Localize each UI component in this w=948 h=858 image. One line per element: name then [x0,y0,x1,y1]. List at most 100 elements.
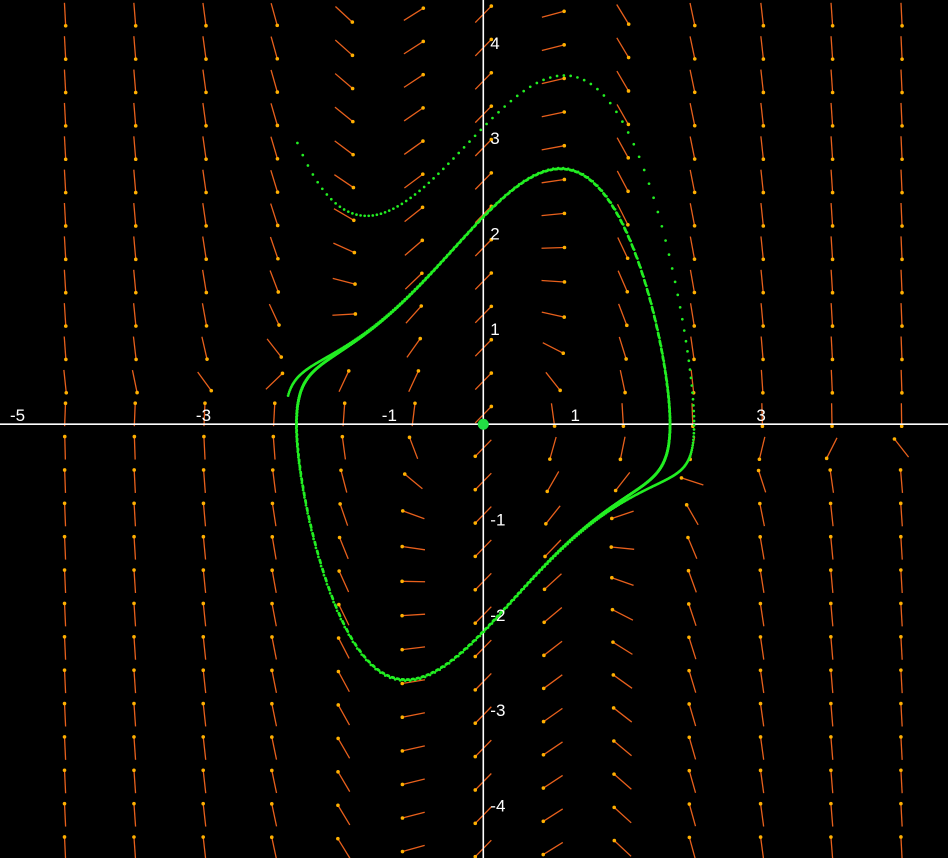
field-arrow-head [275,156,280,161]
field-arrow-head [489,104,494,108]
field-arrow-head [761,124,766,128]
field-arrow-head [611,640,615,644]
field-arrow [339,468,348,493]
field-arrow-head [610,607,615,612]
field-arrow [270,701,278,727]
trajectory-point [314,546,318,550]
trajectory-point [527,580,530,584]
field-arrow [541,808,564,824]
field-arrow-head [340,434,345,439]
field-arrow-shaft [411,403,416,427]
trajectory-point [562,544,566,548]
field-arrow-shaft [133,403,136,427]
field-arrow-shaft [133,603,137,627]
field-arrow [332,277,357,286]
trajectory-point [497,200,500,204]
field-arrow-head [269,802,274,806]
field-arrow-head [626,55,631,60]
trajectory-point [667,438,671,442]
field-arrow-shaft [759,670,765,694]
field-arrow-head [824,456,829,461]
field-arrow-head [132,468,136,472]
field-arrow-shaft [63,2,67,26]
trajectory-point [664,239,667,242]
field-arrow [618,436,626,462]
field-arrow-head [280,371,285,376]
trajectory-point [488,209,492,212]
trajectory-point [328,591,332,595]
field-arrow [828,501,834,527]
field-arrow-head [421,6,426,10]
field-arrow-shaft [133,503,137,527]
trajectory-point [342,208,346,211]
field-arrow-head [758,801,763,806]
field-arrow [616,4,631,26]
trajectory-point [586,523,589,527]
trajectory-point [621,223,625,226]
field-arrow-head [337,602,341,607]
field-arrow-head [270,468,275,472]
trajectory-point [667,404,671,407]
trajectory-point [304,503,308,507]
x-tick-label: -5 [10,406,25,425]
field-arrow [133,269,138,295]
field-arrow-shaft [688,670,697,693]
field-arrow-shaft [270,36,278,59]
trajectory-point [666,448,669,452]
field-arrow-head [829,701,833,706]
field-arrow-head [135,390,139,395]
field-arrow [266,338,284,359]
field-arrow-head [761,257,766,262]
field-arrow [541,143,567,151]
trajectory-point [402,299,406,303]
field-arrow-head [489,371,494,375]
field-arrow [132,701,137,727]
field-arrow-shaft [688,637,697,660]
field-arrow-head [562,143,567,148]
field-arrow-shaft [760,136,764,160]
field-arrow-shaft [830,603,834,627]
field-arrow-head [692,290,697,295]
trajectory-point [541,565,545,569]
field-arrow-head [544,522,548,526]
field-arrow-head [761,57,766,61]
field-arrow-shaft [542,841,564,856]
trajectory-point [306,512,309,515]
field-arrow-head [346,369,351,373]
field-arrow-head [132,835,136,839]
field-arrow-shaft [830,570,834,594]
trajectory-point [658,339,662,343]
trajectory-point [457,151,461,155]
field-arrow-head [562,245,567,250]
field-arrow-head [756,468,761,473]
field-arrow-head [489,171,494,175]
field-arrow [829,635,834,660]
field-arrow [900,2,904,28]
field-arrow [758,801,765,827]
field-arrow-shaft [202,2,207,26]
field-arrow [133,401,138,427]
field-arrow [830,69,835,95]
field-arrow-shaft [759,536,765,560]
field-arrow-head [473,621,478,625]
field-arrow-head [275,123,280,128]
field-arrow-shaft [271,636,278,660]
field-arrow [400,646,426,652]
field-arrow-head [205,357,209,361]
field-arrow-head [275,23,280,28]
field-arrow [830,336,835,362]
trajectory-point [689,376,693,380]
field-arrow [473,739,492,759]
field-arrow [202,102,208,128]
field-arrow-shaft [339,503,349,526]
field-arrow [687,735,697,760]
field-arrow-head [134,324,138,328]
field-arrow-head [900,290,904,295]
field-arrow-shaft [616,170,629,192]
field-arrow-shaft [830,136,834,160]
y-tick-label: -1 [490,511,505,530]
field-arrow-head [400,647,404,652]
field-arrow [900,369,904,395]
field-arrow [133,202,138,228]
field-arrow [830,269,835,295]
